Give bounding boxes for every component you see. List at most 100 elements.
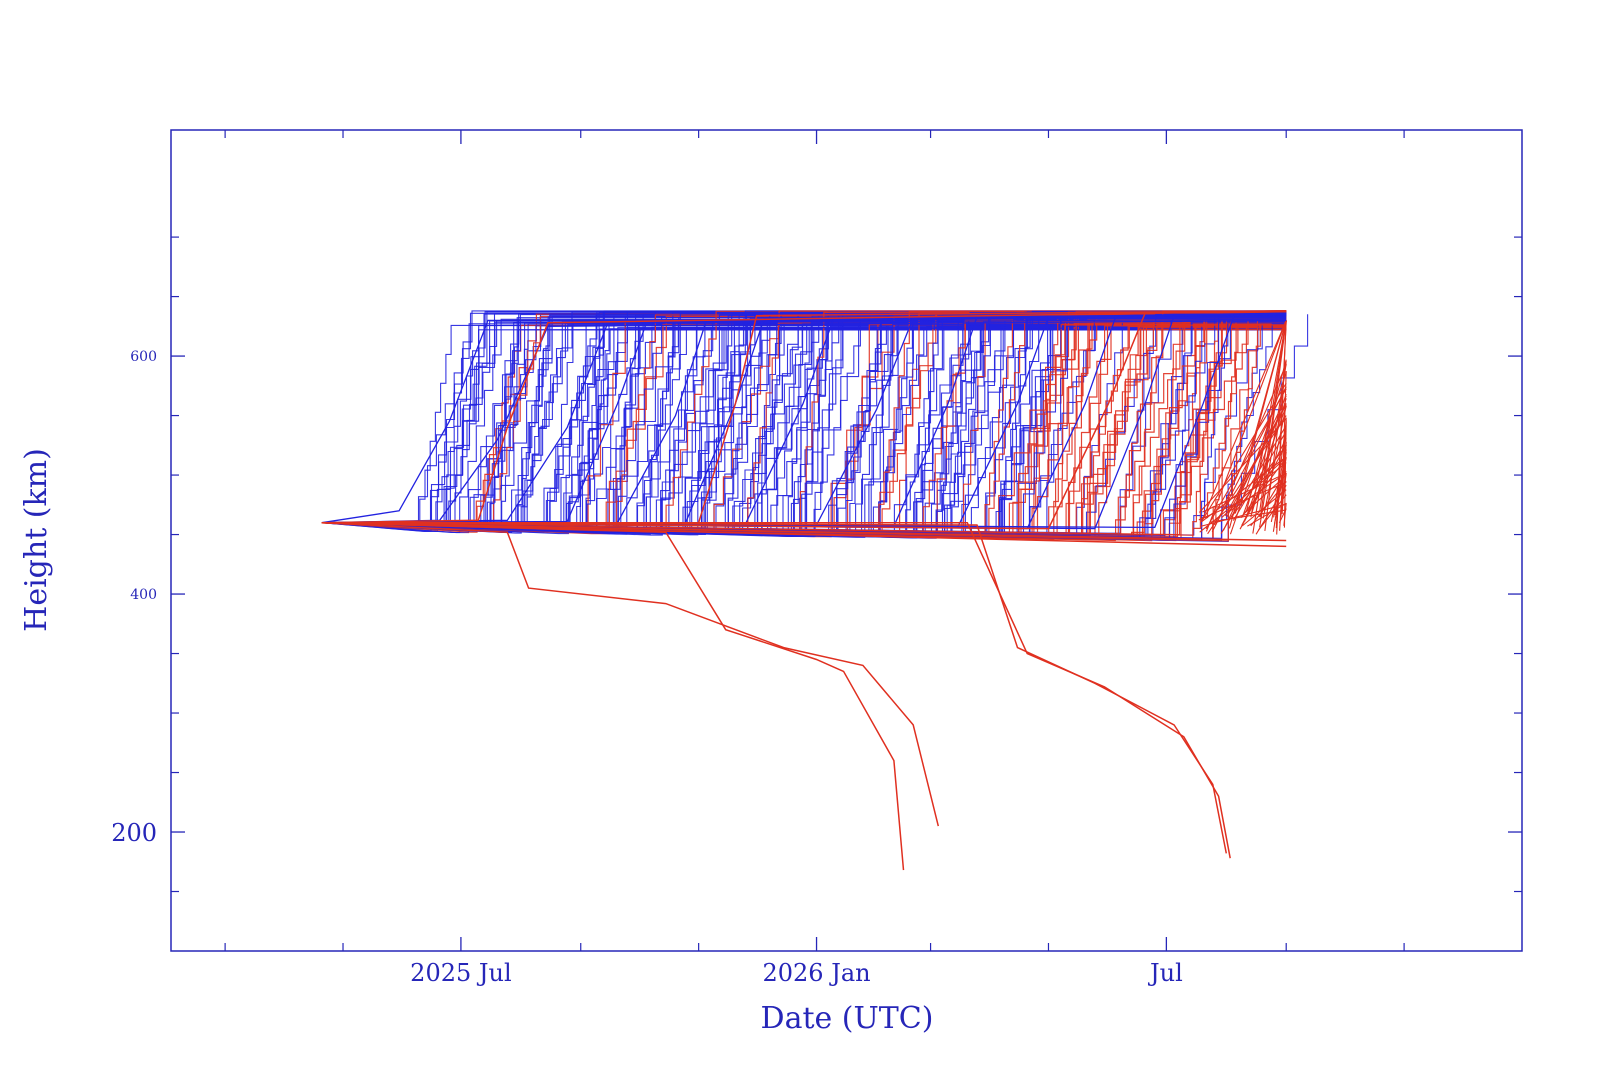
generated-trace — [1201, 456, 1287, 523]
series-line-15 — [321, 521, 1228, 854]
series-line-17 — [321, 310, 1287, 524]
series-line-3 — [321, 318, 1287, 524]
generated-trace — [321, 320, 1287, 531]
generated-trace — [321, 313, 1287, 539]
x-tick-label: Jul — [1147, 959, 1183, 987]
y-tick-label: 400 — [130, 587, 157, 603]
x-tick-labels: 2025 Jul 2026 Jan Jul — [410, 959, 1183, 987]
generated-trace — [1257, 494, 1287, 531]
generated-trace — [321, 322, 1287, 534]
generated-trace — [321, 320, 1287, 530]
generated-trace — [1272, 452, 1287, 532]
series-line-21 — [321, 521, 1287, 542]
generated-trace — [321, 310, 1287, 539]
generated-trace — [321, 316, 1287, 533]
generated-trace — [321, 314, 1287, 539]
generated-trace — [1202, 472, 1287, 513]
generated-trace — [321, 327, 1287, 539]
generated-trace — [321, 326, 1287, 534]
generated-trace — [321, 316, 1287, 527]
generated-trace — [321, 315, 1287, 530]
y-tick-labels: 200 400 600 — [111, 349, 157, 847]
generated-trace — [321, 310, 1287, 534]
generated-trace — [1205, 320, 1287, 532]
generated-trace — [321, 313, 1287, 532]
generated-trace — [321, 310, 1287, 536]
generated-trace — [321, 312, 1287, 534]
generated-trace — [1201, 382, 1287, 522]
generated-trace — [1200, 320, 1287, 523]
generated-trace — [321, 310, 1287, 531]
generated-trace — [321, 324, 1287, 534]
generated-trace — [1252, 320, 1287, 534]
generated-trace — [321, 320, 1287, 529]
generated-trace — [1221, 456, 1287, 519]
generated-trace — [321, 325, 1287, 538]
generated-trace — [321, 322, 1287, 529]
generated-trace — [1241, 393, 1287, 518]
generated-trace — [1279, 417, 1287, 531]
generated-trace — [321, 327, 1287, 538]
generated-trace — [321, 328, 1287, 534]
x-axis-title: Date (UTC) — [761, 1001, 934, 1036]
generated-trace — [321, 329, 1287, 531]
generated-trace — [321, 315, 1287, 535]
generated-trace — [321, 311, 1287, 533]
generated-trace — [321, 313, 1223, 542]
generated-trace — [321, 324, 1287, 534]
generated-trace — [321, 316, 1287, 532]
x-ticks — [224, 130, 1405, 951]
generated-trace — [321, 319, 1228, 540]
series-line-20 — [321, 521, 1287, 548]
generated-trace — [321, 328, 1287, 530]
y-axis-title: Height (km) — [19, 448, 54, 632]
generated-trace — [321, 311, 1287, 536]
generated-trace — [321, 310, 1287, 529]
y-tick-label: 600 — [130, 349, 157, 365]
series-line-12 — [321, 312, 1287, 529]
generated-trace — [1240, 457, 1287, 519]
generated-trace — [321, 321, 1287, 536]
generated-trace — [321, 310, 1287, 529]
generated-trace — [321, 325, 1287, 528]
generated-trace — [321, 314, 1287, 529]
generated-trace — [321, 311, 1287, 528]
y-ticks — [171, 236, 1522, 893]
generated-trace — [1251, 398, 1287, 513]
y-tick-label: 200 — [111, 819, 157, 847]
generated-trace — [321, 326, 1287, 530]
generated-trace — [321, 322, 1287, 534]
generated-trace — [321, 328, 1287, 534]
generated-trace — [1259, 363, 1287, 528]
generated-trace-layer — [321, 310, 1309, 542]
series-line-14 — [321, 521, 905, 871]
generated-trace — [321, 313, 1287, 532]
generated-trace — [1241, 438, 1287, 526]
generated-trace — [321, 314, 1287, 533]
generated-trace — [321, 328, 1287, 535]
generated-trace — [321, 311, 1287, 530]
generated-trace — [321, 329, 1287, 533]
generated-trace — [321, 316, 1287, 536]
generated-trace — [321, 324, 1287, 536]
generated-trace — [321, 323, 1287, 534]
generated-trace — [321, 318, 1287, 538]
generated-trace — [321, 326, 1231, 537]
generated-trace — [321, 324, 1287, 542]
series-line-13 — [321, 521, 940, 827]
generated-trace — [1220, 425, 1287, 534]
series-layer — [321, 310, 1287, 871]
generated-trace — [1239, 444, 1287, 530]
generated-trace — [321, 323, 1287, 538]
generated-trace — [321, 314, 1287, 538]
generated-trace — [321, 320, 1287, 534]
plot-frame — [170, 129, 1523, 952]
generated-trace — [321, 320, 1287, 528]
generated-trace — [321, 311, 1287, 530]
generated-trace — [321, 314, 1287, 535]
generated-trace — [321, 327, 1287, 539]
generated-trace — [321, 324, 1287, 529]
generated-trace — [1258, 471, 1287, 518]
generated-trace — [321, 310, 1287, 538]
